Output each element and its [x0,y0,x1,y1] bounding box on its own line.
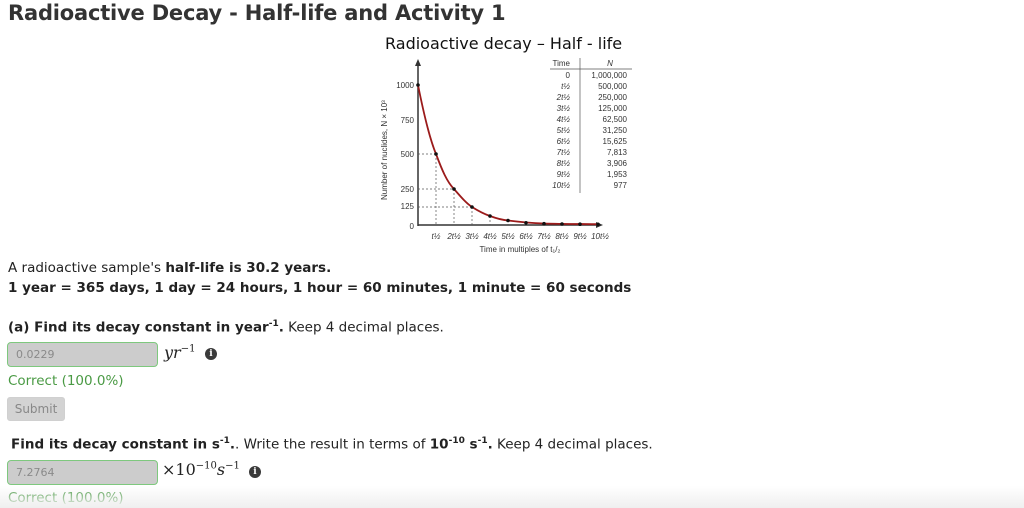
svg-text:5t½: 5t½ [557,126,571,135]
page-title: Radioactive Decay - Half-life and Activi… [8,1,506,25]
svg-text:3,906: 3,906 [607,159,628,168]
part-b-prompt: Find its decay constant in s-1.. Write t… [11,436,653,453]
svg-text:Time: Time [553,59,571,68]
svg-text:2t½: 2t½ [556,93,571,102]
decay-curve [417,84,599,226]
data-points [416,83,600,227]
svg-text:9t½: 9t½ [557,170,571,179]
svg-text:3t½: 3t½ [557,104,571,113]
svg-text:7t½: 7t½ [537,232,551,241]
half-life-table: Time N 0 1,000,000 t½ 500,000 2t½ 250,000 3… [550,58,632,193]
problem-intro: A radioactive sample's half-life is 30.2… [8,260,332,276]
svg-text:4t½: 4t½ [483,232,497,241]
svg-text:5t½: 5t½ [501,232,515,241]
x-axis-label: Time in multiples of t₁/₂ [479,245,560,254]
part-b-answer-input[interactable]: 7.2764 [7,460,158,485]
svg-text:500,000: 500,000 [598,82,627,91]
guide-lines [418,153,509,225]
svg-text:15,625: 15,625 [603,137,628,146]
svg-text:3t½: 3t½ [465,232,479,241]
part-a-status: Correct (100.0%) [8,373,124,389]
info-icon[interactable]: i [205,348,217,360]
svg-text:6t½: 6t½ [519,232,533,241]
svg-text:0: 0 [410,222,415,231]
figure-title: Radioactive decay – Half - life [385,34,622,53]
svg-text:10t½: 10t½ [552,181,570,190]
part-a-prompt: (a) Find its decay constant in year-1. K… [8,319,444,336]
y-ticks: 1000 750 500 250 125 0 [396,81,414,231]
svg-text:N: N [607,59,613,68]
svg-text:750: 750 [401,116,415,125]
svg-text:250: 250 [401,185,415,194]
svg-text:t½: t½ [432,232,441,241]
svg-text:977: 977 [614,181,628,190]
svg-text:0: 0 [566,71,571,80]
svg-text:62,500: 62,500 [603,115,628,124]
decay-chart: Radioactive decay – Half - life 1000 750… [380,34,632,254]
decay-figure: Radioactive decay – Half - life 1000 750… [370,30,640,260]
y-axis-label: Number of nuclides, N × 10³ [380,100,389,200]
svg-text:250,000: 250,000 [598,93,627,102]
half-life-value: half-life is 30.2 years. [165,260,332,276]
part-a-unit: yr−1 [164,343,196,362]
svg-text:7t½: 7t½ [557,148,571,157]
svg-text:500: 500 [401,150,415,159]
x-ticks: t½ 2t½ 3t½ 4t½ 5t½ 6t½ 7t½ 8t½ 9t½ 10t½ [432,232,610,241]
svg-text:t½: t½ [561,82,570,91]
svg-text:125,000: 125,000 [598,104,627,113]
svg-text:7,813: 7,813 [607,148,628,157]
svg-text:8t½: 8t½ [557,159,571,168]
svg-text:2t½: 2t½ [446,232,461,241]
submit-button[interactable]: Submit [7,397,65,421]
bottom-fade [0,486,1024,508]
svg-text:10t½: 10t½ [591,232,609,241]
svg-text:31,250: 31,250 [603,126,628,135]
svg-text:1,000,000: 1,000,000 [591,71,627,80]
svg-text:125: 125 [401,202,415,211]
svg-text:1,953: 1,953 [607,170,628,179]
part-b-unit: ×10−10s−1 [162,460,240,479]
svg-text:8t½: 8t½ [555,232,569,241]
unit-conversions: 1 year = 365 days, 1 day = 24 hours, 1 h… [8,280,632,296]
part-a-answer-input[interactable]: 0.0229 [7,342,158,367]
svg-text:9t½: 9t½ [573,232,587,241]
svg-text:4t½: 4t½ [557,115,571,124]
info-icon[interactable]: i [249,466,261,478]
part-b-status: Correct (100.0%) [8,490,124,506]
y-axis-arrow-icon [415,59,421,66]
svg-text:6t½: 6t½ [557,137,571,146]
svg-text:1000: 1000 [396,81,414,90]
